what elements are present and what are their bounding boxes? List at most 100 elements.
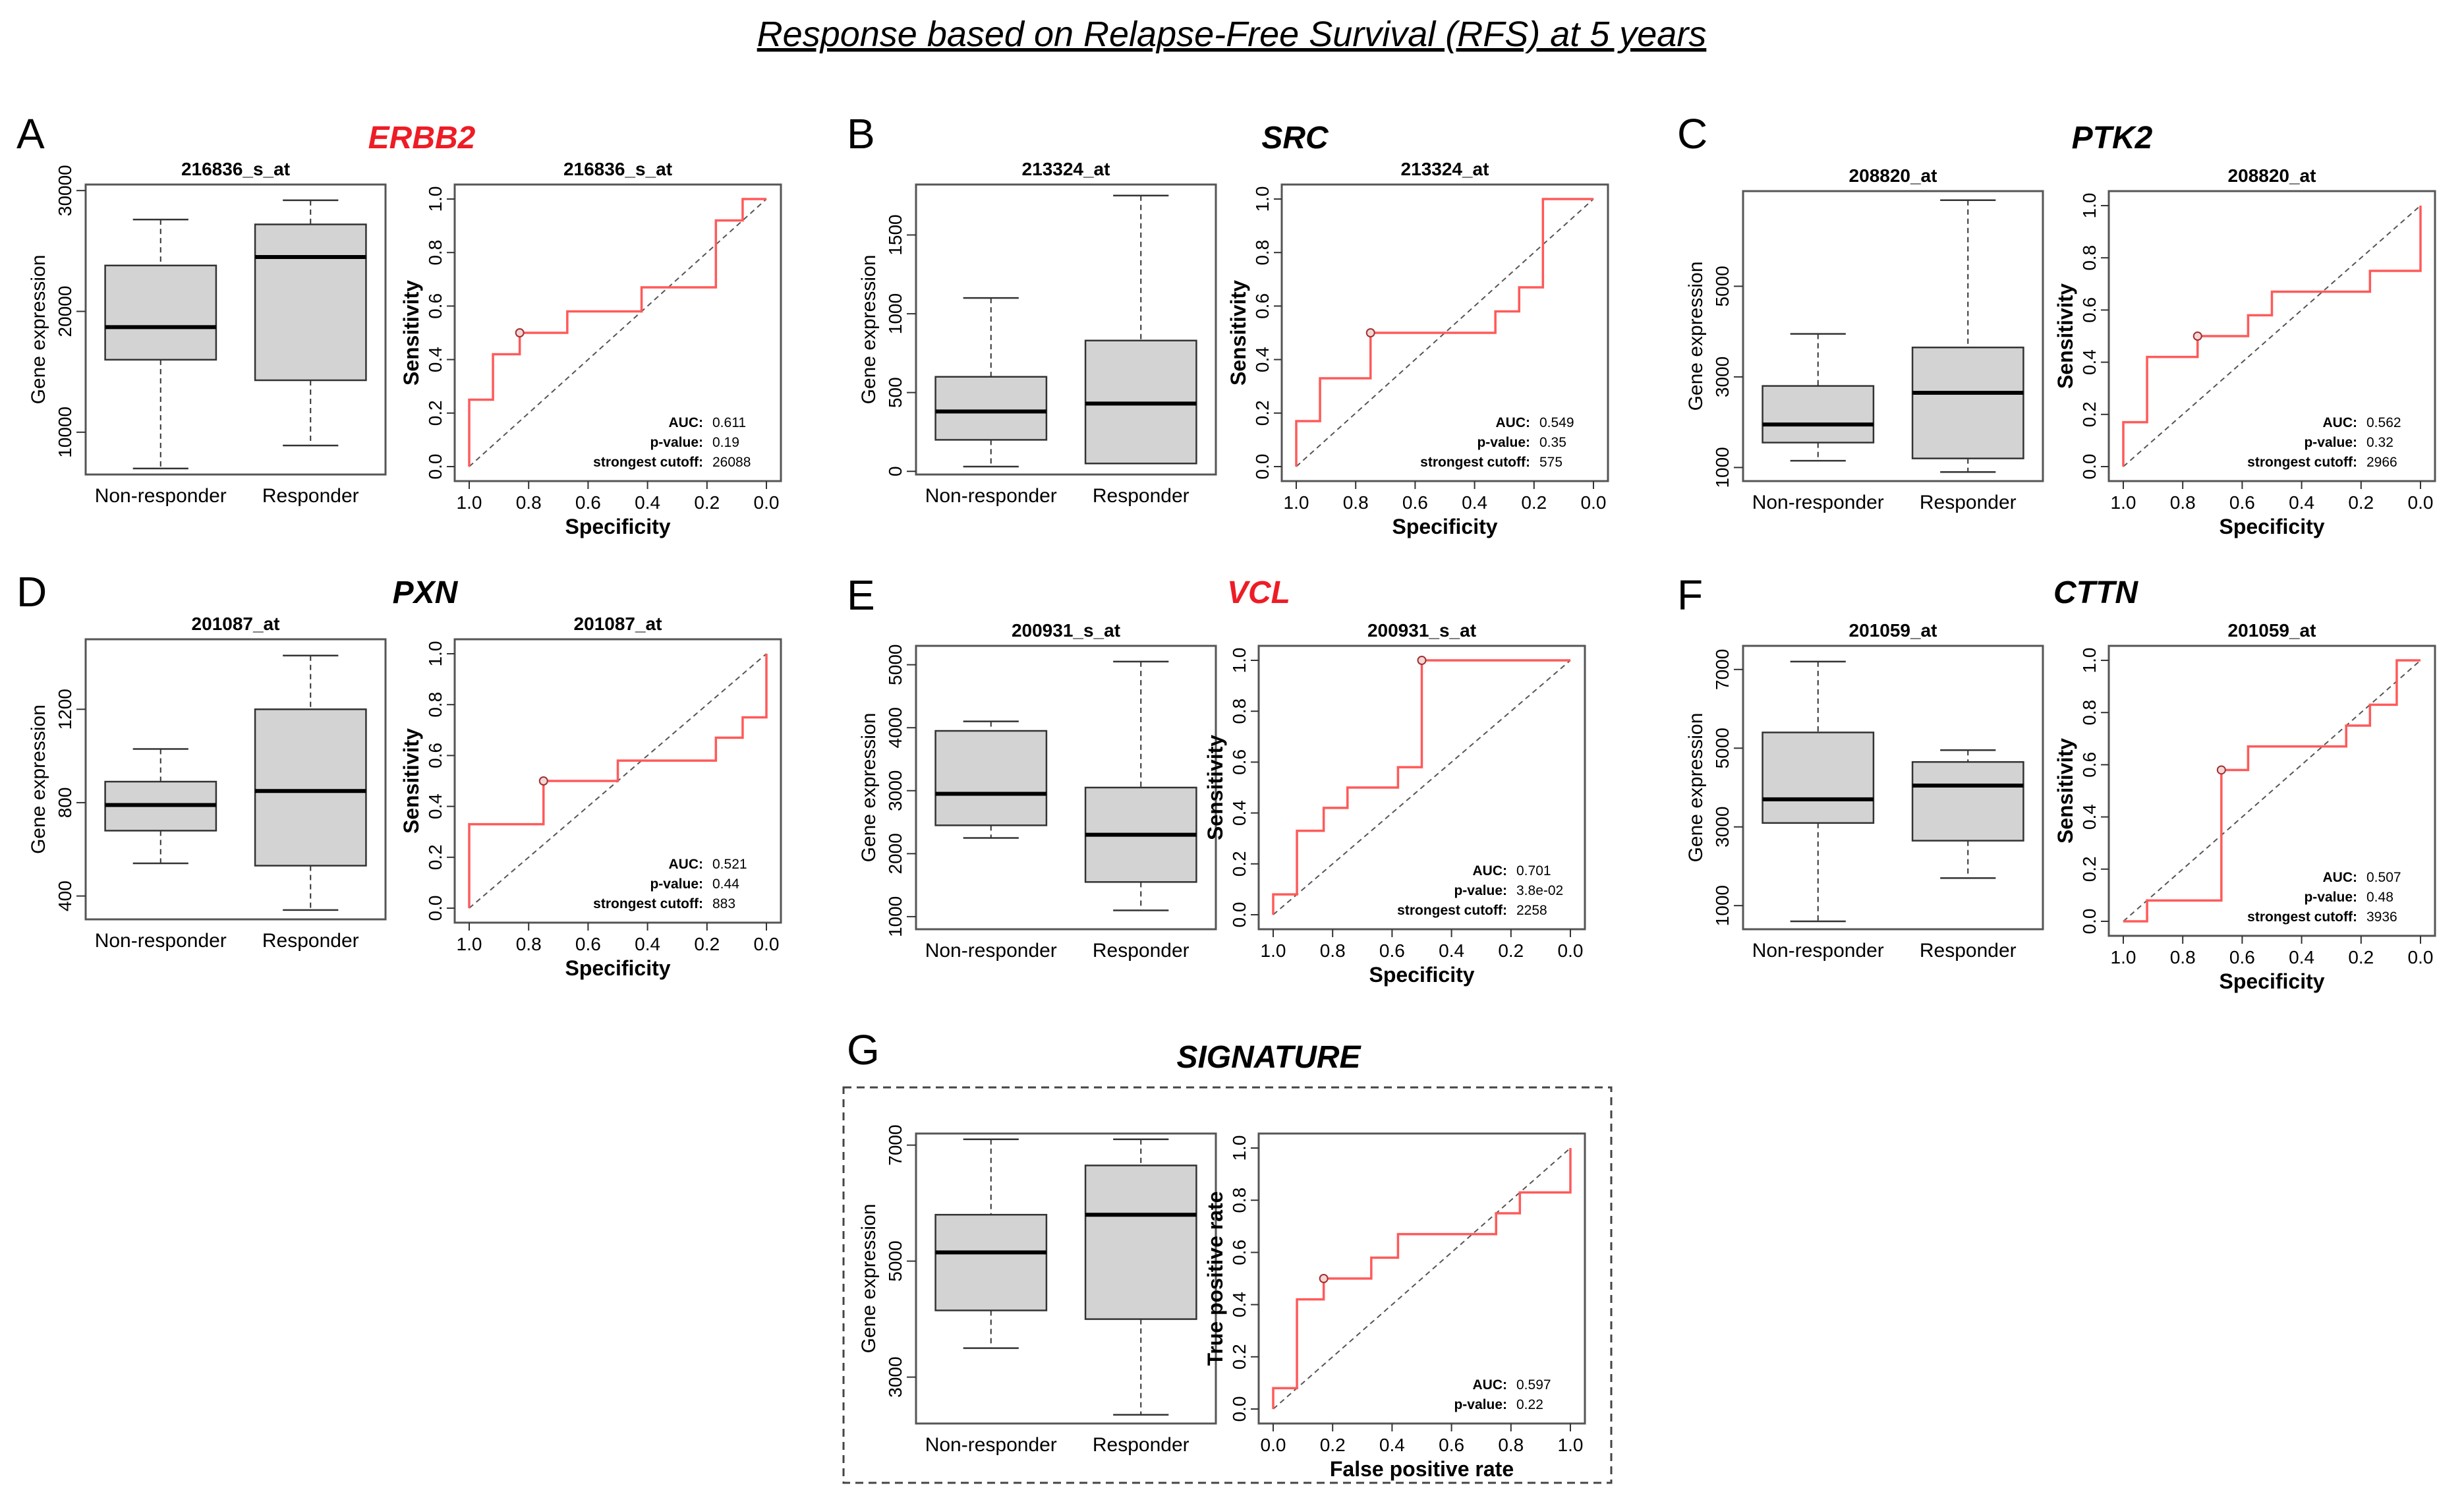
panel-c: C PTK2 — [1677, 110, 2153, 158]
stat-label: strongest cutoff: — [1420, 455, 1530, 470]
y-tick-label: 0.2 — [425, 400, 445, 426]
x-tick-label: 0.6 — [575, 492, 601, 513]
x-tick-label: 0.0 — [2408, 947, 2434, 967]
x-tick-label: 0.8 — [2170, 492, 2196, 513]
y-tick-label: 1000 — [1712, 885, 1733, 926]
x-tick-label: 0.0 — [754, 934, 780, 954]
panel-letter: C — [1677, 110, 1707, 158]
box-responder — [254, 199, 367, 447]
roc-stats: AUC: 0.611 p-value: 0.19 strongest cutoff: 26… — [593, 415, 751, 470]
plot-title: 213324_at — [1022, 159, 1110, 179]
iqr-box — [934, 730, 1048, 826]
y-tick-label: 1000 — [1712, 447, 1733, 488]
category-label: Responder — [1093, 485, 1189, 507]
box-non-responder — [104, 748, 217, 865]
stat-value: 0.22 — [1516, 1397, 1543, 1412]
category-label: Non-responder — [925, 1434, 1057, 1456]
y-tick-label: 0.0 — [1229, 902, 1249, 928]
category-label: Non-responder — [95, 485, 227, 507]
x-tick-label: 0.6 — [1379, 940, 1405, 961]
iqr-box — [1084, 1165, 1197, 1320]
signature-frame — [842, 1086, 1613, 1484]
y-tick-label: 0.0 — [425, 896, 445, 921]
stat-label: p-value: — [1454, 1397, 1507, 1412]
x-tick-label: 0.4 — [635, 492, 660, 513]
y-tick-label: 1000 — [885, 293, 905, 334]
gene-name: PTK2 — [2072, 121, 2153, 156]
category-label: Responder — [1920, 940, 2017, 962]
plot-title: 216836_s_at — [181, 159, 290, 179]
panel-e-roc-curve: 1.0 0.8 0.6 0.4 0.2 0.0 0.0 0.2 0.4 0.6 0.8 1.0 Spec… — [1203, 620, 1586, 987]
plot-title: 200931_s_at — [1012, 620, 1120, 641]
plot-frame — [915, 645, 1217, 931]
stat-value: 0.32 — [2366, 435, 2393, 450]
gene-name: VCL — [1227, 575, 1290, 610]
roc-curve-line — [2123, 659, 2421, 923]
category-label: Responder — [1920, 492, 2017, 513]
plot-title: 201087_at — [192, 614, 280, 634]
plot-title: 201059_at — [1849, 620, 1937, 641]
plot-frame — [453, 183, 782, 482]
category-label: Responder — [1093, 1434, 1189, 1456]
y-tick-label: 1500 — [885, 214, 905, 255]
y-tick-label: 0.0 — [425, 454, 445, 480]
stat-label: strongest cutoff: — [593, 896, 703, 911]
x-axis-label: Specificity — [1392, 515, 1497, 538]
stat-label: AUC: — [669, 415, 704, 430]
roc-curve-line — [1272, 659, 1570, 915]
roc-stats: AUC: 0.507 p-value: 0.48 strongest cutoff: 39… — [2247, 870, 2401, 925]
y-tick-label: 0.2 — [425, 844, 445, 870]
box-non-responder — [934, 297, 1048, 468]
y-tick-label: 0.2 — [2079, 856, 2100, 882]
stat-value: 3.8e-02 — [1516, 883, 1563, 898]
y-tick-label: 3000 — [1712, 357, 1733, 397]
stat-label: strongest cutoff: — [2247, 909, 2357, 925]
cutoff-point-marker — [2216, 765, 2226, 775]
y-tick-label: 7000 — [1712, 649, 1733, 690]
panel-f-boxplot: Non-responder Responder 1000 3000 5000 7000 Ge… — [1685, 620, 2044, 962]
stat-value: 0.19 — [712, 435, 739, 450]
y-tick-label: 10000 — [55, 407, 75, 458]
stat-value: 2966 — [2366, 455, 2397, 470]
y-axis-label: Sensitivity — [399, 280, 423, 386]
plot-frame — [1742, 190, 2044, 482]
y-tick-label: 0.6 — [425, 293, 445, 319]
x-tick-label: 1.0 — [457, 934, 482, 954]
iqr-box — [254, 223, 367, 382]
box-responder — [1084, 194, 1197, 465]
y-tick-label: 7000 — [885, 1124, 905, 1165]
plot-frame — [2107, 190, 2436, 482]
iqr-box — [934, 1213, 1048, 1311]
y-tick-label: 0.4 — [425, 347, 445, 372]
plot-frame — [2107, 645, 2436, 937]
category-label: Responder — [1093, 940, 1189, 962]
panel-letter: D — [16, 568, 47, 616]
y-tick-label: 0.2 — [1229, 1344, 1249, 1369]
plot-frame — [84, 183, 387, 476]
y-axis-label: Gene expression — [1685, 262, 1707, 411]
y-tick-label: 0 — [885, 466, 905, 476]
stat-value: 0.549 — [1539, 415, 1574, 430]
gene-name: ERBB2 — [368, 121, 476, 156]
cutoff-point-marker — [1365, 328, 1375, 337]
iqr-box — [934, 376, 1048, 441]
y-tick-label: 0.6 — [2079, 752, 2100, 778]
stat-value: 0.701 — [1516, 863, 1551, 878]
y-tick-label: 1.0 — [2079, 648, 2100, 674]
category-label: Responder — [262, 930, 359, 952]
x-tick-label: 0.8 — [2170, 947, 2196, 967]
y-tick-label: 0.4 — [1229, 800, 1249, 826]
stat-value: 3936 — [2366, 909, 2397, 925]
y-tick-label: 0.6 — [1229, 749, 1249, 775]
y-tick-label: 0.0 — [1252, 454, 1273, 480]
gene-name: PXN — [393, 575, 459, 610]
stat-value: 0.507 — [2366, 870, 2401, 885]
panel-letter: B — [847, 110, 875, 158]
y-tick-label: 1000 — [885, 896, 905, 937]
y-axis-label: Sensitivity — [1203, 735, 1227, 840]
y-tick-label: 0.0 — [2079, 909, 2100, 935]
x-tick-label: 0.6 — [2229, 947, 2255, 967]
x-tick-label: 0.0 — [2408, 492, 2434, 513]
box-non-responder — [1762, 333, 1875, 462]
y-tick-label: 1200 — [55, 689, 75, 730]
